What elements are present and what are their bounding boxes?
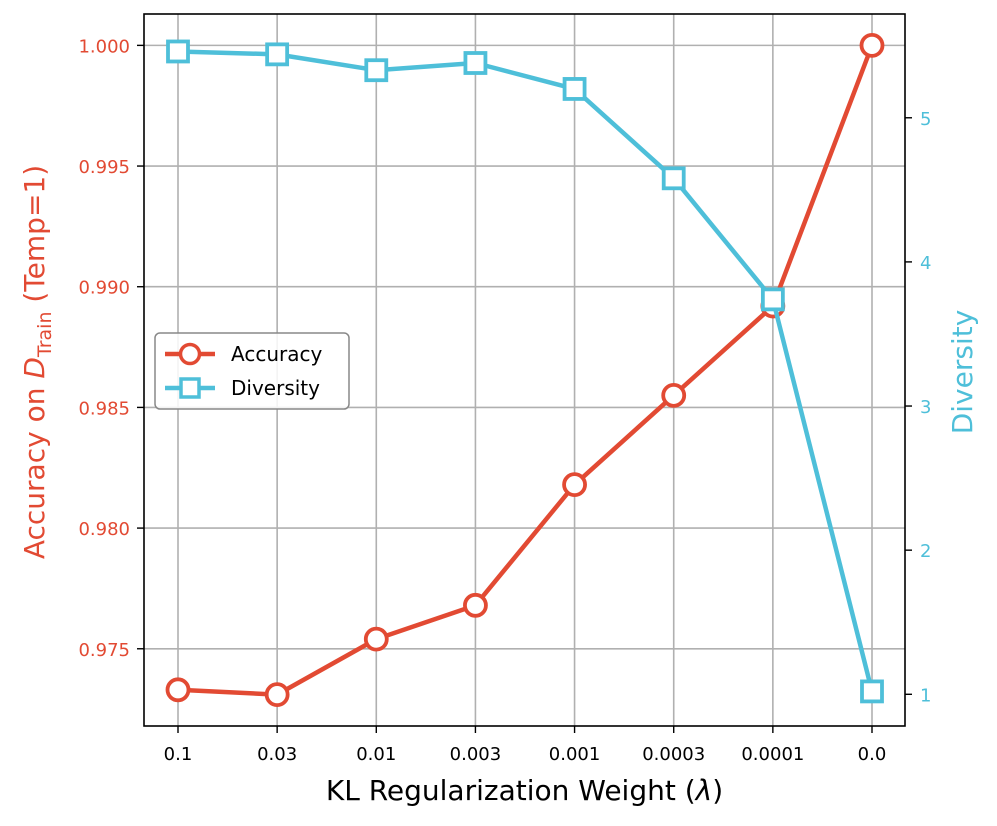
plot-frame — [143, 13, 906, 727]
data-point-diversity — [562, 77, 587, 101]
data-point-accuracy — [363, 626, 389, 652]
data-point-diversity — [760, 287, 785, 312]
x-tick-label: 0.0003 — [642, 744, 705, 765]
left-y-axis-title-symbol: D — [18, 357, 51, 379]
data-point-accuracy — [264, 682, 290, 708]
series-line-diversity — [177, 49, 875, 692]
legend-accuracy-label: Accuracy — [231, 342, 322, 366]
x-axis-title-suffix: ) — [712, 774, 723, 807]
legend-item-accuracy: Accuracy — [165, 342, 322, 366]
data-point-diversity — [463, 51, 488, 75]
data-point-diversity — [364, 58, 389, 83]
data-point-diversity — [661, 166, 686, 191]
data-point-accuracy — [463, 592, 488, 618]
left-tick-label: 0.985 — [78, 398, 130, 419]
x-axis-title-symbol: λ — [694, 774, 713, 807]
right-tick-label: 5 — [920, 109, 931, 130]
data-point-diversity — [166, 39, 190, 64]
x-axis-title-prefix: KL Regularization Weight ( — [326, 774, 696, 807]
right-tick-label: 3 — [920, 397, 931, 418]
data-point-diversity — [265, 42, 290, 67]
left-tick-label: 0.975 — [78, 640, 130, 661]
legend-diversity-label: Diversity — [231, 376, 320, 400]
x-axis-ticks: 0.1 0.03 0.01 0.003 0.001 0.0003 0.0001 0.0 — [164, 726, 887, 765]
legend-accuracy-marker — [178, 342, 202, 366]
data-point-accuracy — [165, 677, 191, 703]
left-y-axis-title-suffix: (Temp=1) — [18, 165, 51, 312]
series-line-accuracy — [177, 44, 875, 697]
left-tick-label: 0.990 — [78, 278, 130, 299]
x-tick-label: 0.0001 — [741, 744, 804, 765]
left-axis-ticks: 0.975 0.980 0.985 0.990 0.995 1.000 — [78, 36, 144, 661]
right-tick-label: 4 — [920, 253, 931, 274]
legend-item-diversity: Diversity — [165, 376, 320, 400]
left-y-axis-title: Accuracy on DTrain (Temp=1) — [18, 165, 56, 559]
data-point-accuracy — [661, 382, 687, 408]
x-tick-label: 0.003 — [450, 744, 502, 765]
x-tick-label: 0.001 — [549, 744, 601, 765]
left-tick-label: 0.980 — [78, 519, 130, 540]
left-tick-label: 0.995 — [78, 157, 130, 178]
right-tick-label: 2 — [920, 541, 931, 562]
data-point-accuracy — [562, 472, 587, 498]
legend-diversity-marker — [179, 377, 201, 399]
right-tick-label: 1 — [920, 685, 931, 706]
x-tick-label: 0.01 — [356, 744, 396, 765]
x-tick-label: 0.03 — [257, 744, 297, 765]
x-axis-title: KL Regularization Weight (λ) — [326, 774, 723, 807]
right-y-axis-title: Diversity — [946, 310, 979, 435]
left-tick-label: 1.000 — [78, 36, 130, 57]
legend: Accuracy Diversity — [154, 332, 350, 410]
x-tick-label: 0.1 — [164, 744, 193, 765]
series — [165, 32, 885, 708]
left-y-axis-title-prefix: Accuracy on — [18, 379, 51, 560]
data-point-accuracy — [859, 32, 885, 58]
right-axis-ticks: 1 2 3 4 5 — [905, 109, 931, 706]
data-point-diversity — [860, 679, 884, 704]
left-y-axis-title-subscript: Train — [34, 311, 56, 358]
x-tick-label: 0.0 — [858, 744, 887, 765]
